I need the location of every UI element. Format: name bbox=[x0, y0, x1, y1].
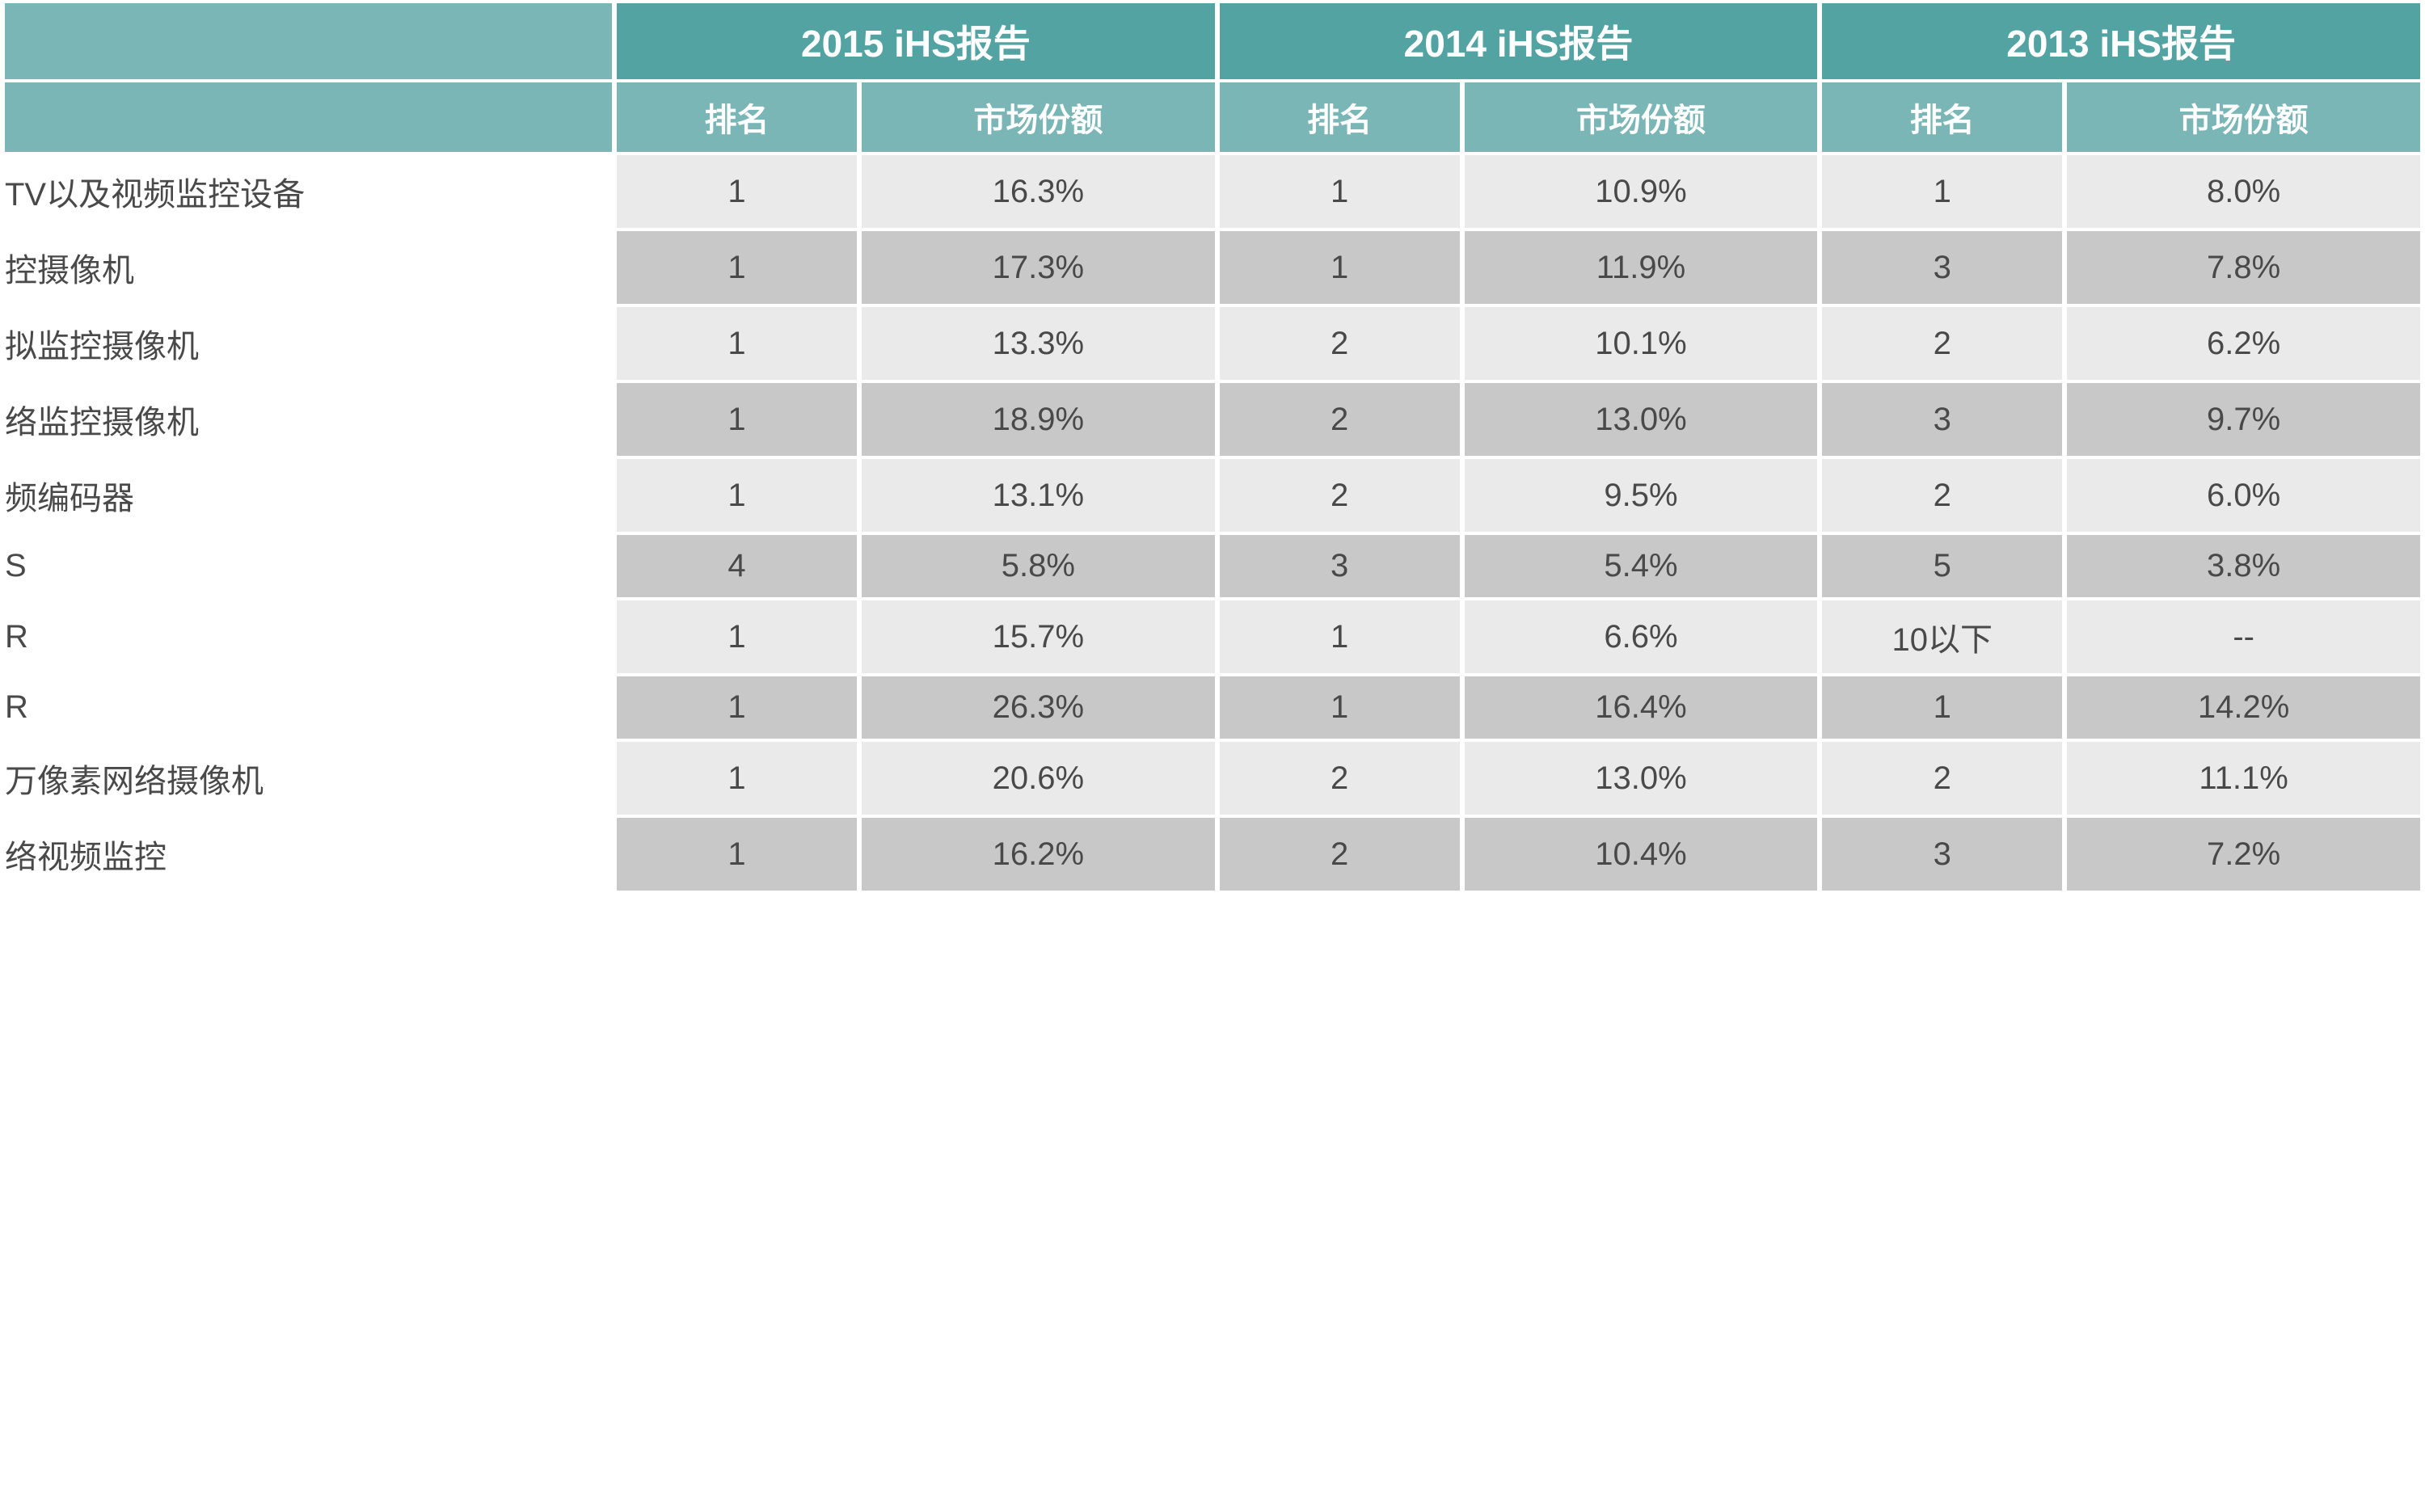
rank-cell: 1 bbox=[1220, 155, 1460, 228]
table-row: 拟监控摄像机113.3%210.1%26.2% bbox=[5, 307, 2420, 380]
row-label: TV以及视频监控设备 bbox=[5, 155, 612, 228]
share-cell: 16.3% bbox=[862, 155, 1215, 228]
header-share-2015: 市场份额 bbox=[862, 82, 1215, 152]
share-cell: 15.7% bbox=[862, 600, 1215, 673]
share-cell: 8.0% bbox=[2067, 155, 2420, 228]
header-corner-sub bbox=[5, 82, 612, 152]
header-rank-2014: 排名 bbox=[1220, 82, 1460, 152]
table-header: 2015 iHS报告 2014 iHS报告 2013 iHS报告 排名 市场份额… bbox=[5, 3, 2420, 152]
rank-cell: 1 bbox=[1822, 676, 2062, 739]
rank-cell: 2 bbox=[1220, 459, 1460, 532]
share-cell: 16.4% bbox=[1465, 676, 1818, 739]
rank-cell: 3 bbox=[1822, 818, 2062, 891]
share-cell: 6.0% bbox=[2067, 459, 2420, 532]
rank-cell: 2 bbox=[1220, 383, 1460, 456]
row-label: 控摄像机 bbox=[5, 231, 612, 304]
share-cell: 26.3% bbox=[862, 676, 1215, 739]
share-cell: 10.4% bbox=[1465, 818, 1818, 891]
rank-cell: 3 bbox=[1220, 535, 1460, 597]
share-cell: 3.8% bbox=[2067, 535, 2420, 597]
share-cell: 6.6% bbox=[1465, 600, 1818, 673]
rank-cell: 5 bbox=[1822, 535, 2062, 597]
share-cell: 6.2% bbox=[2067, 307, 2420, 380]
table-row: TV以及视频监控设备116.3%110.9%18.0% bbox=[5, 155, 2420, 228]
rank-cell: 3 bbox=[1822, 383, 2062, 456]
row-label: 万像素网络摄像机 bbox=[5, 742, 612, 815]
rank-cell: 1 bbox=[617, 307, 857, 380]
share-cell: 9.7% bbox=[2067, 383, 2420, 456]
table-body: TV以及视频监控设备116.3%110.9%18.0%控摄像机117.3%111… bbox=[5, 155, 2420, 891]
rank-cell: 1 bbox=[1220, 231, 1460, 304]
share-cell: 14.2% bbox=[2067, 676, 2420, 739]
share-cell: 5.4% bbox=[1465, 535, 1818, 597]
share-cell: 9.5% bbox=[1465, 459, 1818, 532]
rank-cell: 2 bbox=[1220, 307, 1460, 380]
header-group-2014: 2014 iHS报告 bbox=[1220, 3, 1818, 79]
ihs-report-table: 2015 iHS报告 2014 iHS报告 2013 iHS报告 排名 市场份额… bbox=[0, 0, 2425, 894]
table-row: S45.8%35.4%53.8% bbox=[5, 535, 2420, 597]
table-row: 控摄像机117.3%111.9%37.8% bbox=[5, 231, 2420, 304]
rank-cell: 2 bbox=[1220, 818, 1460, 891]
share-cell: 11.1% bbox=[2067, 742, 2420, 815]
share-cell: 16.2% bbox=[862, 818, 1215, 891]
rank-cell: 1 bbox=[1822, 155, 2062, 228]
share-cell: 13.3% bbox=[862, 307, 1215, 380]
share-cell: 13.1% bbox=[862, 459, 1215, 532]
table-row: 万像素网络摄像机120.6%213.0%211.1% bbox=[5, 742, 2420, 815]
share-cell: 5.8% bbox=[862, 535, 1215, 597]
rank-cell: 1 bbox=[617, 676, 857, 739]
table-row: 络视频监控116.2%210.4%37.2% bbox=[5, 818, 2420, 891]
share-cell: 13.0% bbox=[1465, 742, 1818, 815]
row-label: R bbox=[5, 676, 612, 739]
share-cell: 13.0% bbox=[1465, 383, 1818, 456]
share-cell: 7.8% bbox=[2067, 231, 2420, 304]
rank-cell: 1 bbox=[1220, 600, 1460, 673]
rank-cell: 2 bbox=[1822, 459, 2062, 532]
table-row: R115.7%16.6%10以下-- bbox=[5, 600, 2420, 673]
share-cell: 20.6% bbox=[862, 742, 1215, 815]
row-label: R bbox=[5, 600, 612, 673]
header-corner bbox=[5, 3, 612, 79]
rank-cell: 1 bbox=[617, 459, 857, 532]
rank-cell: 1 bbox=[617, 600, 857, 673]
share-cell: 18.9% bbox=[862, 383, 1215, 456]
rank-cell: 2 bbox=[1822, 742, 2062, 815]
table-row: 络监控摄像机118.9%213.0%39.7% bbox=[5, 383, 2420, 456]
share-cell: 10.1% bbox=[1465, 307, 1818, 380]
header-share-2014: 市场份额 bbox=[1465, 82, 1818, 152]
rank-cell: 10以下 bbox=[1822, 600, 2062, 673]
share-cell: -- bbox=[2067, 600, 2420, 673]
header-rank-2013: 排名 bbox=[1822, 82, 2062, 152]
rank-cell: 1 bbox=[617, 231, 857, 304]
row-label: S bbox=[5, 535, 612, 597]
header-rank-2015: 排名 bbox=[617, 82, 857, 152]
row-label: 络监控摄像机 bbox=[5, 383, 612, 456]
header-share-2013: 市场份额 bbox=[2067, 82, 2420, 152]
rank-cell: 1 bbox=[1220, 676, 1460, 739]
rank-cell: 3 bbox=[1822, 231, 2062, 304]
rank-cell: 2 bbox=[1220, 742, 1460, 815]
rank-cell: 2 bbox=[1822, 307, 2062, 380]
rank-cell: 1 bbox=[617, 742, 857, 815]
share-cell: 10.9% bbox=[1465, 155, 1818, 228]
rank-cell: 1 bbox=[617, 818, 857, 891]
row-label: 络视频监控 bbox=[5, 818, 612, 891]
share-cell: 7.2% bbox=[2067, 818, 2420, 891]
rank-cell: 1 bbox=[617, 383, 857, 456]
rank-cell: 4 bbox=[617, 535, 857, 597]
header-group-2015: 2015 iHS报告 bbox=[617, 3, 1215, 79]
share-cell: 11.9% bbox=[1465, 231, 1818, 304]
row-label: 频编码器 bbox=[5, 459, 612, 532]
header-group-2013: 2013 iHS报告 bbox=[1822, 3, 2420, 79]
row-label: 拟监控摄像机 bbox=[5, 307, 612, 380]
rank-cell: 1 bbox=[617, 155, 857, 228]
table-row: 频编码器113.1%29.5%26.0% bbox=[5, 459, 2420, 532]
table-row: R126.3%116.4%114.2% bbox=[5, 676, 2420, 739]
share-cell: 17.3% bbox=[862, 231, 1215, 304]
